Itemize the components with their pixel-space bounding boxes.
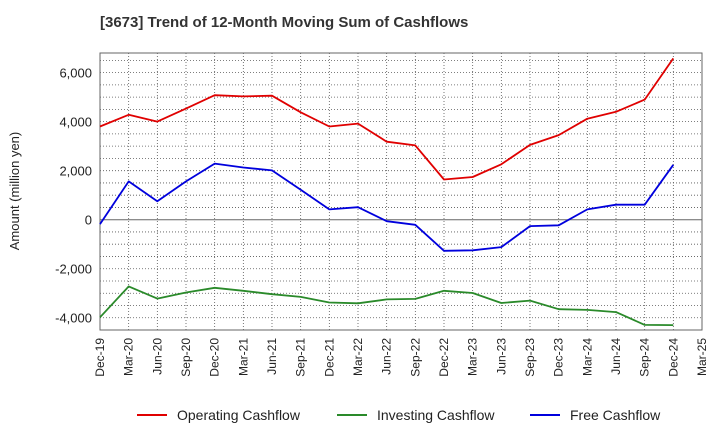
x-tick-label: Dec-24 [666,338,680,377]
x-tick-label: Sep-21 [294,338,308,377]
x-tick-label: Mar-22 [351,338,365,376]
x-tick-label: Mar-21 [236,338,250,376]
y-tick-label: 4,000 [59,115,92,130]
operating-cashflow-legend-label: Operating Cashflow [177,407,301,423]
x-tick-label: Sep-22 [408,338,422,377]
x-tick-label: Jun-20 [150,338,164,375]
x-tick-label: Mar-25 [695,338,709,376]
free-cashflow-line [99,162,675,252]
x-tick-label: Mar-24 [580,338,594,376]
plot-area [99,52,703,331]
y-tick-label: -4,000 [55,311,92,326]
x-tick-label: Mar-23 [466,338,480,376]
y-tick-label: 2,000 [59,164,92,179]
x-tick-label: Sep-23 [523,338,537,377]
x-tick-label: Jun-24 [609,338,623,375]
x-tick-label: Dec-22 [437,338,451,377]
investing-cashflow-line [99,285,674,326]
x-tick-label: Sep-20 [179,338,193,377]
x-tick-label: Dec-23 [552,338,566,377]
y-axis-label: Amount (million yen) [7,132,22,251]
x-tick-label: Mar-20 [122,338,136,376]
x-tick-label: Jun-21 [265,338,279,375]
x-tick-label: Jun-23 [494,338,508,375]
x-tick-label: Sep-24 [638,338,652,377]
x-tick-label: Dec-20 [208,338,222,377]
operating-cashflow-line [99,57,675,181]
y-tick-label: -2,000 [55,262,92,277]
free-cashflow-legend-label: Free Cashflow [570,407,661,423]
y-tick-label: 6,000 [59,66,92,81]
chart-title: [3673] Trend of 12-Month Moving Sum of C… [100,14,469,31]
y-tick-label: 0 [85,213,92,228]
investing-cashflow-legend-label: Investing Cashflow [377,407,495,423]
x-tick-label: Jun-22 [380,338,394,375]
x-tick-label: Dec-21 [322,338,336,377]
x-tick-label: Dec-19 [93,338,107,377]
